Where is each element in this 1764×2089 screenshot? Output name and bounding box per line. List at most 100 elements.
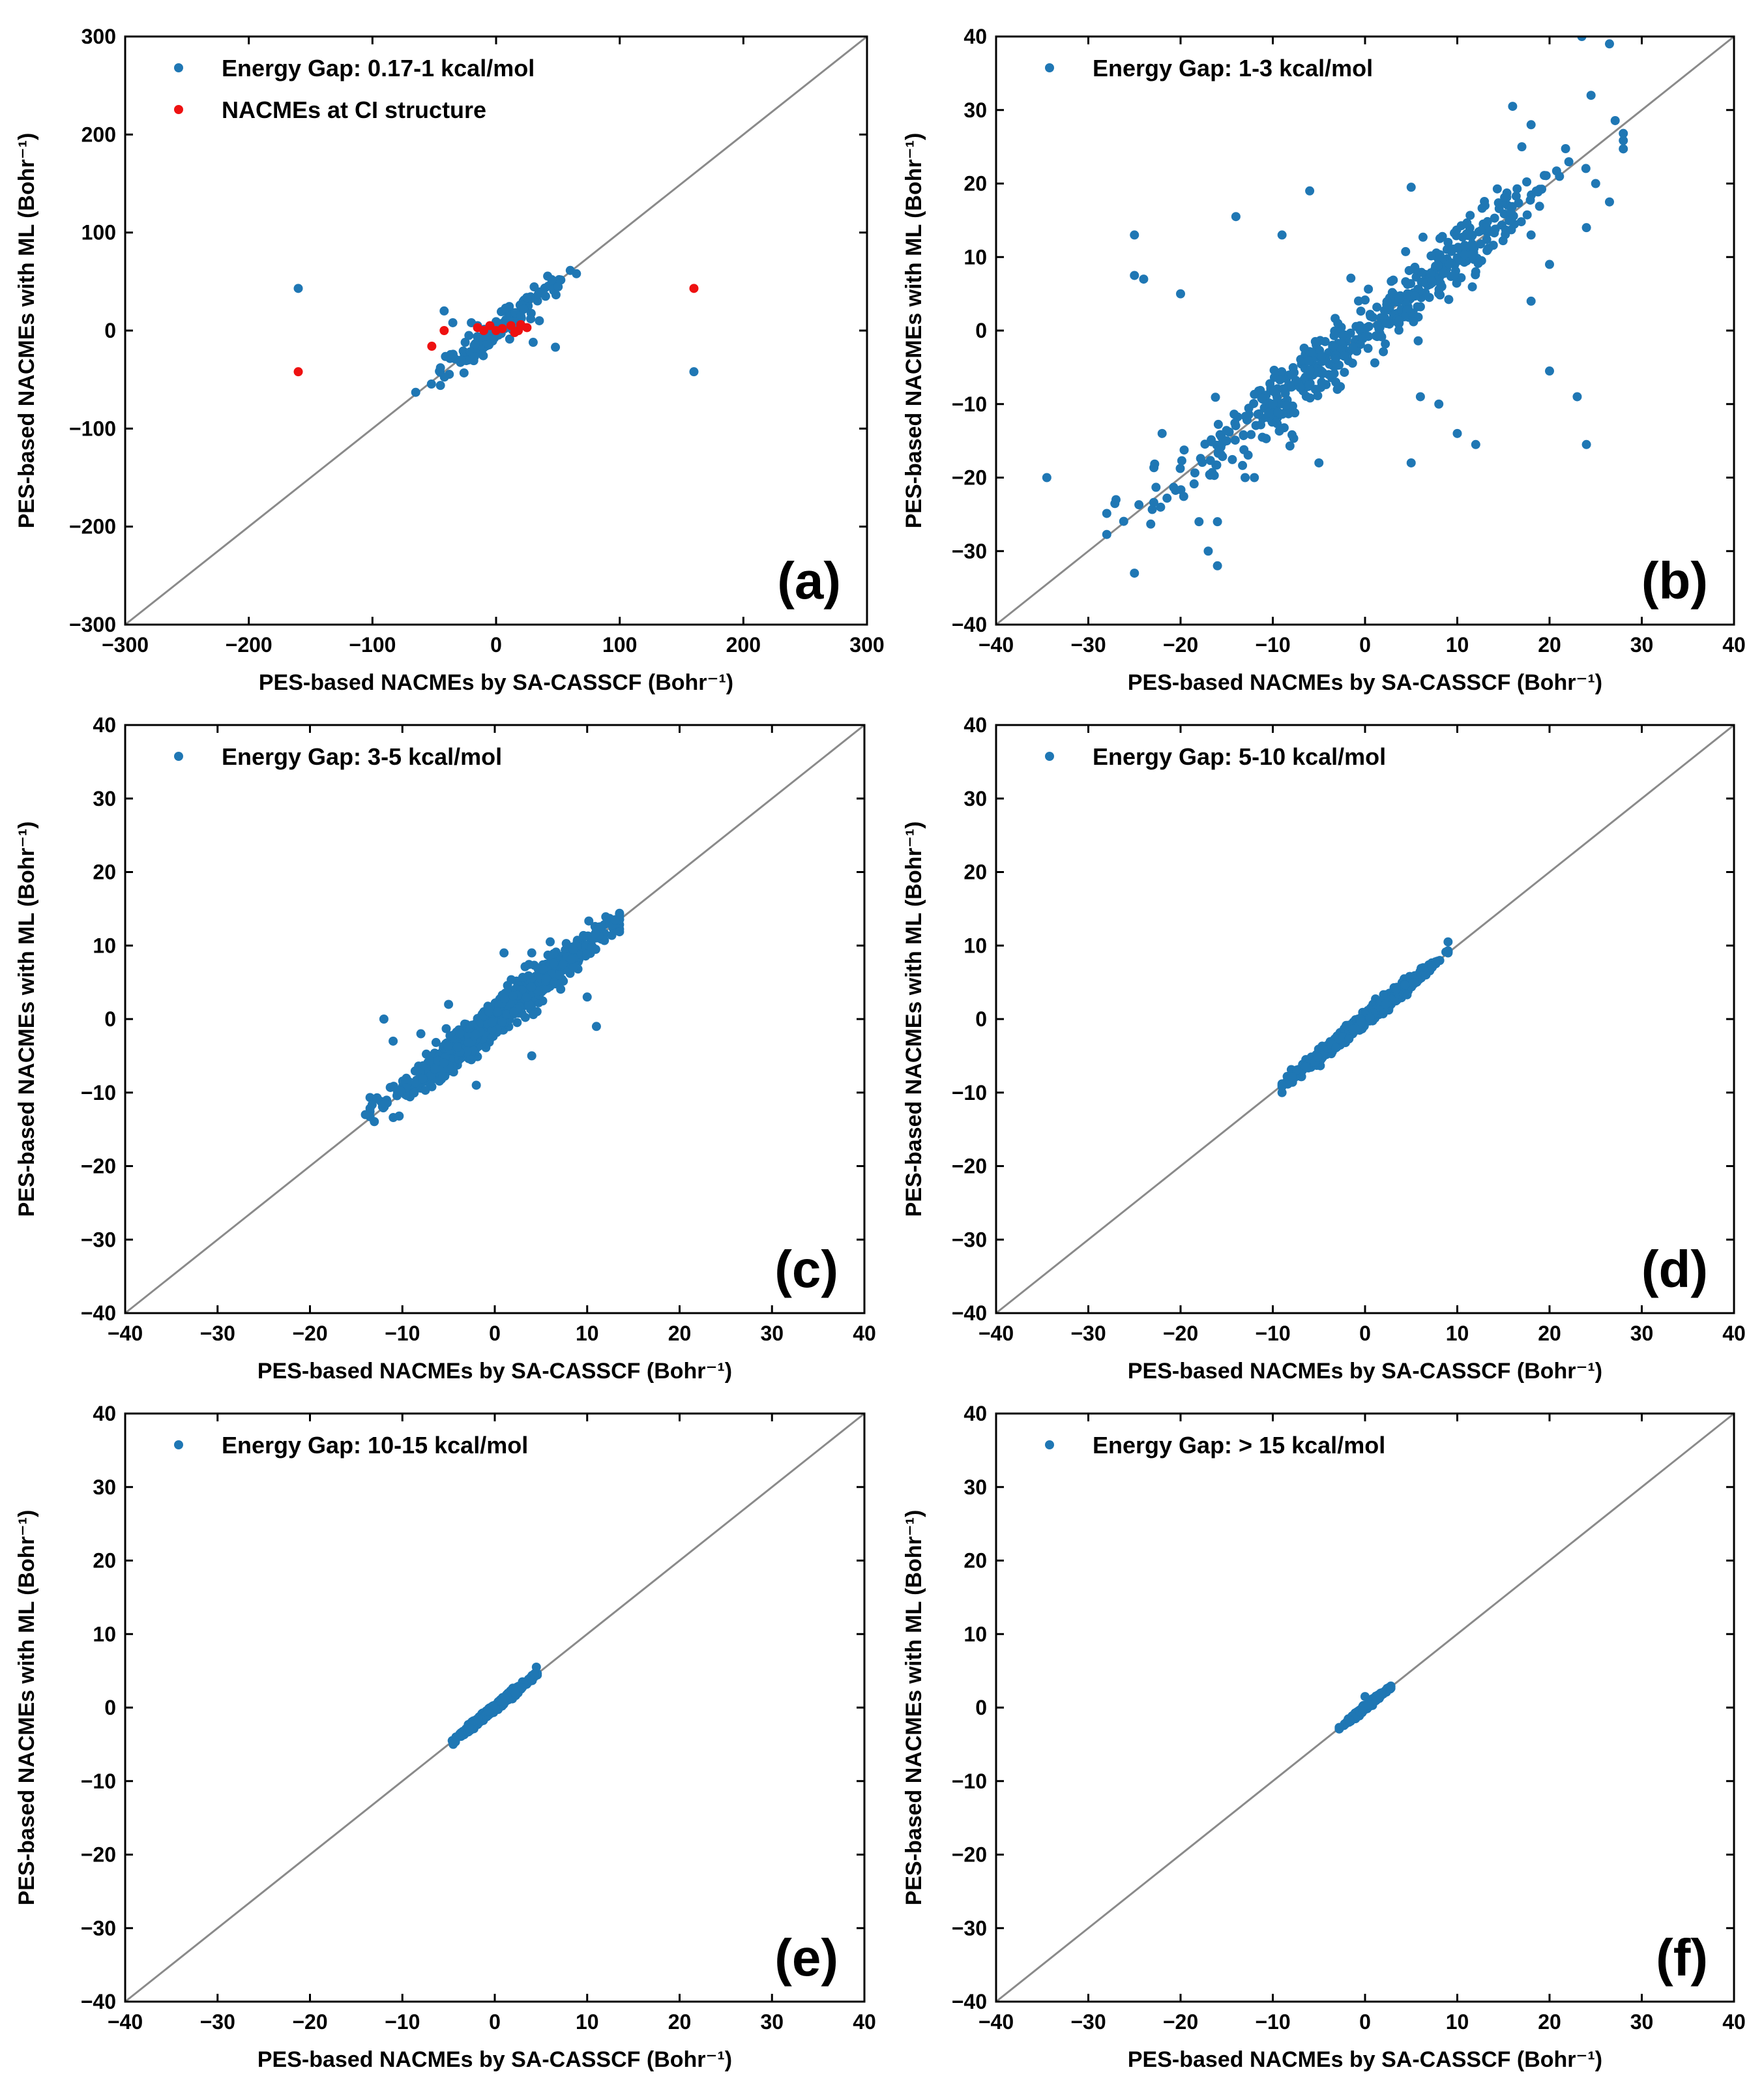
data-point — [1277, 1080, 1287, 1090]
data-point — [1333, 318, 1343, 328]
y-tick-label: 30 — [963, 98, 987, 122]
x-axis-label: PES-based NACMEs by SA-CASSCF (Bohr⁻¹) — [1128, 1359, 1602, 1384]
data-point — [506, 321, 516, 331]
data-point — [471, 1030, 480, 1039]
data-point — [1169, 482, 1179, 492]
data-point — [1203, 546, 1213, 556]
data-point — [1277, 230, 1287, 240]
panel-2: −40−40−30−30−20−20−10−100010102020303040… — [902, 25, 1746, 695]
data-point — [1501, 225, 1510, 235]
data-point — [529, 1669, 539, 1679]
y-tick-label: 300 — [81, 25, 116, 48]
x-tick-label: −20 — [1163, 2010, 1198, 2034]
data-point — [1331, 1043, 1341, 1052]
data-point — [389, 1036, 398, 1046]
data-point — [579, 930, 589, 940]
data-point — [1177, 456, 1186, 466]
y-tick-label: 0 — [104, 1007, 116, 1031]
data-point — [481, 1043, 491, 1052]
data-point — [1304, 356, 1314, 366]
data-point — [430, 1065, 440, 1074]
data-point — [438, 1072, 448, 1082]
data-point — [1360, 331, 1370, 341]
x-tick-label: 30 — [760, 1322, 784, 1345]
data-point — [479, 326, 489, 335]
data-point — [1345, 1715, 1355, 1725]
data-point — [1379, 347, 1389, 357]
data-point — [607, 930, 617, 940]
data-point — [1231, 212, 1241, 222]
data-point — [396, 1086, 405, 1096]
data-point — [1119, 516, 1128, 526]
legend-marker — [174, 752, 183, 761]
data-point — [555, 970, 565, 980]
x-tick-label: −40 — [978, 2010, 1014, 2034]
y-tick-label: −40 — [952, 1301, 987, 1325]
x-tick-label: 0 — [1359, 633, 1371, 657]
data-point — [409, 1088, 419, 1098]
data-point — [448, 318, 458, 327]
data-point — [1581, 439, 1591, 449]
data-point — [1348, 342, 1358, 352]
data-point — [1353, 296, 1363, 306]
data-point — [1443, 948, 1453, 958]
legend-label: Energy Gap: > 15 kcal/mol — [1093, 1432, 1385, 1459]
data-point — [551, 342, 561, 352]
data-point — [566, 954, 576, 964]
data-point — [1401, 246, 1411, 256]
data-point — [482, 338, 492, 348]
data-point — [1102, 529, 1111, 539]
x-tick-label: 30 — [1630, 633, 1654, 657]
y-tick-label: −10 — [952, 1770, 987, 1793]
data-point — [1222, 426, 1231, 436]
data-point — [1505, 215, 1515, 224]
data-point — [546, 937, 555, 947]
data-point — [1564, 157, 1574, 167]
x-tick-label: 0 — [490, 633, 502, 657]
y-tick-label: −30 — [952, 1916, 987, 1940]
x-tick-label: 10 — [1446, 2010, 1469, 2034]
data-point — [1445, 259, 1454, 269]
data-point — [1196, 454, 1205, 464]
data-point — [1287, 382, 1297, 392]
data-point — [1230, 418, 1240, 428]
data-point — [554, 274, 564, 284]
data-point — [1415, 302, 1425, 312]
data-point — [1467, 239, 1477, 249]
data-point — [411, 1078, 420, 1088]
data-point — [1314, 458, 1324, 467]
data-point — [1490, 224, 1500, 234]
data-point — [556, 985, 566, 994]
data-point — [389, 1082, 398, 1091]
y-tick-label: −100 — [69, 417, 116, 440]
data-point — [1410, 291, 1420, 301]
x-tick-label: 40 — [1722, 633, 1746, 657]
y-tick-label: 20 — [93, 861, 116, 884]
data-point — [1368, 312, 1378, 322]
data-point — [1287, 1072, 1297, 1082]
data-point — [1301, 1061, 1310, 1071]
data-point — [448, 1740, 458, 1749]
y-tick-label: 30 — [93, 1475, 116, 1499]
data-point — [1427, 961, 1437, 971]
y-tick-label: 20 — [963, 172, 987, 196]
data-point — [484, 1007, 494, 1016]
data-point — [1340, 368, 1349, 378]
data-point — [535, 316, 544, 325]
y-tick-label: 10 — [963, 934, 987, 957]
y-tick-label: −40 — [81, 1990, 116, 2013]
y-tick-label: −20 — [952, 1155, 987, 1178]
data-point — [582, 992, 592, 1002]
data-point — [1313, 391, 1323, 400]
panel-3: −40−40−30−30−20−20−10−100010102020303040… — [14, 713, 876, 1384]
data-point — [1222, 436, 1231, 446]
data-point — [460, 338, 470, 348]
data-point — [572, 269, 581, 278]
data-point — [422, 1049, 432, 1059]
data-point — [1130, 569, 1139, 578]
y-tick-label: 200 — [81, 123, 116, 146]
series-1 — [1042, 37, 1628, 578]
data-point — [418, 1074, 428, 1084]
data-point — [1338, 331, 1347, 340]
y-tick-label: −30 — [952, 1228, 987, 1251]
